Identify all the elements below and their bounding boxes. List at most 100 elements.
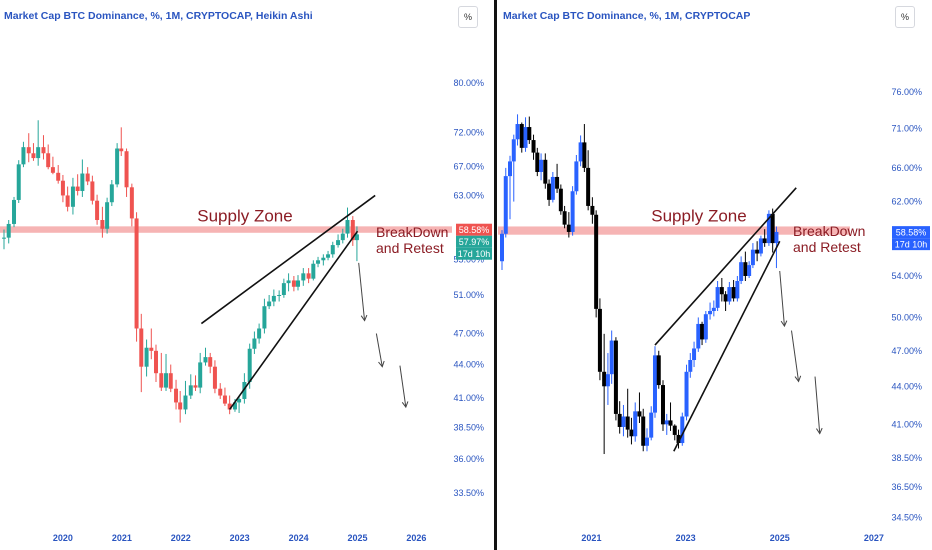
- left-candle-body: [222, 395, 227, 404]
- left-candle: [41, 135, 46, 160]
- left-candle-body: [75, 186, 80, 191]
- left-y-tick-label: 38.50%: [453, 422, 484, 432]
- left-percent-scale-button[interactable]: %: [458, 6, 478, 28]
- right-candle-body: [566, 224, 571, 232]
- left-candle: [21, 141, 26, 168]
- left-candle-body: [296, 280, 301, 287]
- left-candle: [31, 143, 36, 161]
- right-candle: [574, 154, 579, 195]
- left-candle-body: [134, 218, 139, 329]
- left-candle: [115, 143, 120, 188]
- right-candle: [500, 230, 504, 271]
- right-candle: [652, 346, 657, 418]
- right-supply-zone-label: Supply Zone: [651, 206, 746, 225]
- left-candle: [144, 339, 149, 377]
- right-candle: [578, 135, 583, 167]
- left-down-arrow-shaft: [358, 262, 366, 321]
- right-down-arrow-shaft: [779, 270, 785, 327]
- right-candle-body: [633, 411, 638, 437]
- right-candle-body: [743, 262, 748, 276]
- left-candle-body: [281, 283, 286, 295]
- left-price-label-text: 17d 10h: [458, 249, 491, 259]
- right-candle-body: [656, 355, 661, 386]
- left-candle: [65, 186, 70, 212]
- left-candle-body: [56, 172, 61, 181]
- right-candle-body: [641, 416, 646, 446]
- right-candle-body: [503, 176, 508, 234]
- left-candle: [306, 268, 311, 284]
- left-candle: [159, 352, 164, 391]
- left-candle-body: [21, 147, 26, 165]
- left-candle-body: [168, 373, 173, 389]
- right-candle: [562, 205, 567, 229]
- right-candle-body: [558, 188, 563, 212]
- right-candle: [735, 275, 740, 302]
- right-percent-scale-button[interactable]: %: [895, 6, 915, 28]
- right-price-label-bg: [892, 226, 930, 239]
- right-candle: [731, 279, 736, 302]
- right-candle-body: [605, 374, 610, 387]
- left-candle: [188, 374, 193, 399]
- left-candle: [203, 347, 208, 366]
- left-candle-body: [178, 402, 183, 410]
- left-candle: [301, 268, 306, 286]
- right-price-label: 17d 10h: [892, 238, 930, 251]
- right-wedge-lower-line: [673, 240, 781, 452]
- right-candle-body: [660, 385, 665, 425]
- left-candle-body: [242, 382, 247, 399]
- left-candle: [237, 395, 242, 414]
- right-candle: [613, 337, 618, 421]
- right-candle: [696, 317, 701, 352]
- left-candle-body: [149, 347, 154, 351]
- left-candle: [336, 234, 341, 248]
- right-candle: [656, 350, 661, 389]
- left-candle-body: [65, 195, 70, 207]
- left-candle: [178, 390, 183, 423]
- right-candle: [727, 281, 732, 305]
- right-candle-body: [594, 214, 599, 309]
- right-candle: [770, 208, 775, 253]
- right-candle: [758, 235, 763, 257]
- right-candle-body: [664, 420, 669, 425]
- left-candle: [281, 278, 286, 298]
- right-price-label: 58.58%: [892, 226, 930, 239]
- left-y-tick-label: 47.00%: [453, 328, 484, 338]
- left-candle: [252, 331, 257, 354]
- right-candle-body: [762, 238, 767, 244]
- right-price-label-text: 58.58%: [896, 228, 927, 238]
- right-down-arrow-head: [780, 320, 788, 328]
- right-candle-body: [602, 371, 607, 387]
- left-candle: [212, 360, 217, 394]
- left-candle-body: [154, 350, 159, 374]
- right-y-tick-label: 76.00%: [891, 87, 922, 97]
- left-wedge-upper-line: [200, 194, 376, 325]
- right-candle: [762, 229, 767, 247]
- left-candle: [119, 127, 124, 157]
- right-candle-body: [597, 308, 602, 372]
- left-candle: [50, 156, 55, 175]
- left-candle: [326, 250, 331, 261]
- left-candle: [85, 167, 90, 186]
- left-candle-body: [129, 187, 134, 219]
- left-candle-body: [354, 234, 359, 241]
- right-candle: [555, 163, 560, 193]
- left-candle: [90, 175, 95, 205]
- right-price-label-bg: [892, 238, 930, 251]
- left-candle: [286, 273, 291, 292]
- right-y-tick-label: 50.00%: [891, 312, 922, 322]
- right-candle: [703, 311, 708, 343]
- left-candle: [311, 260, 316, 281]
- left-candle: [174, 379, 179, 410]
- left-x-tick-label: 2020: [53, 533, 73, 543]
- right-down-arrow-shaft: [791, 330, 800, 382]
- right-candle: [617, 401, 622, 434]
- right-candle-body: [676, 434, 681, 444]
- left-price-label-text: 57.97%: [459, 237, 490, 247]
- right-candle-body: [590, 205, 595, 215]
- right-candle-body: [543, 159, 548, 184]
- right-y-tick-label: 54.00%: [891, 271, 922, 281]
- left-candle-body: [188, 385, 193, 396]
- right-x-tick-label: 2027: [864, 533, 884, 543]
- panel-divider: [494, 0, 497, 550]
- left-candle: [2, 229, 6, 250]
